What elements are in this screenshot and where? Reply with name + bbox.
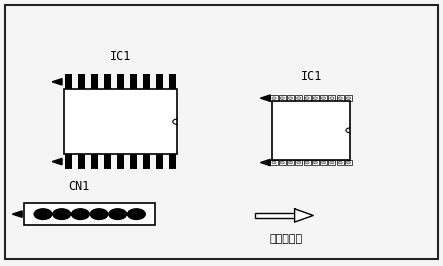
Bar — [143, 74, 150, 89]
Text: CN1: CN1 — [69, 180, 90, 193]
Circle shape — [288, 97, 293, 99]
Bar — [143, 154, 150, 169]
Circle shape — [272, 97, 276, 99]
Bar — [78, 74, 85, 89]
Bar — [24, 203, 155, 225]
Circle shape — [338, 97, 342, 99]
Circle shape — [322, 97, 326, 99]
Polygon shape — [52, 158, 62, 165]
Circle shape — [313, 161, 318, 164]
Bar — [91, 74, 98, 89]
Bar — [279, 160, 286, 165]
Circle shape — [272, 161, 276, 164]
Bar — [287, 95, 294, 101]
Bar — [320, 160, 327, 165]
Bar — [104, 74, 111, 89]
Text: IC1: IC1 — [300, 70, 322, 83]
Circle shape — [53, 209, 70, 219]
Bar — [104, 154, 111, 169]
Circle shape — [280, 161, 284, 164]
Bar — [312, 95, 319, 101]
Bar — [117, 154, 124, 169]
Circle shape — [71, 209, 89, 219]
Bar — [156, 74, 163, 89]
Bar — [270, 95, 277, 101]
Circle shape — [313, 97, 318, 99]
Bar — [156, 154, 163, 169]
Bar — [91, 154, 98, 169]
Bar — [169, 74, 176, 89]
Text: 过波峰方向: 过波峰方向 — [269, 234, 302, 244]
Bar — [312, 160, 319, 165]
Circle shape — [297, 97, 301, 99]
Circle shape — [346, 97, 350, 99]
Bar — [272, 101, 350, 160]
Circle shape — [330, 161, 334, 164]
Bar — [130, 74, 137, 89]
Circle shape — [280, 97, 284, 99]
Circle shape — [305, 161, 309, 164]
Bar — [255, 213, 295, 218]
Circle shape — [34, 209, 52, 219]
Bar — [65, 74, 72, 89]
Bar — [337, 95, 344, 101]
Bar — [65, 154, 72, 169]
Polygon shape — [295, 209, 313, 222]
Bar — [169, 154, 176, 169]
Circle shape — [297, 161, 301, 164]
Bar — [320, 95, 327, 101]
Polygon shape — [260, 159, 270, 166]
Bar — [130, 154, 137, 169]
Circle shape — [346, 161, 350, 164]
Polygon shape — [12, 211, 22, 217]
Circle shape — [90, 209, 108, 219]
Circle shape — [322, 161, 326, 164]
Bar — [117, 74, 124, 89]
Bar — [345, 95, 352, 101]
Bar — [279, 95, 286, 101]
Bar — [287, 160, 294, 165]
Circle shape — [305, 97, 309, 99]
Polygon shape — [52, 78, 62, 85]
Bar — [64, 89, 177, 154]
Bar — [78, 154, 85, 169]
Polygon shape — [260, 95, 270, 101]
Bar — [295, 160, 302, 165]
Bar — [303, 95, 311, 101]
Circle shape — [330, 97, 334, 99]
Bar — [345, 160, 352, 165]
Bar — [328, 160, 335, 165]
Bar — [270, 160, 277, 165]
Text: IC1: IC1 — [110, 49, 132, 63]
Circle shape — [128, 209, 145, 219]
Bar — [295, 95, 302, 101]
Bar — [328, 95, 335, 101]
Bar — [303, 160, 311, 165]
Circle shape — [338, 161, 342, 164]
Circle shape — [109, 209, 127, 219]
Bar — [337, 160, 344, 165]
Circle shape — [288, 161, 293, 164]
